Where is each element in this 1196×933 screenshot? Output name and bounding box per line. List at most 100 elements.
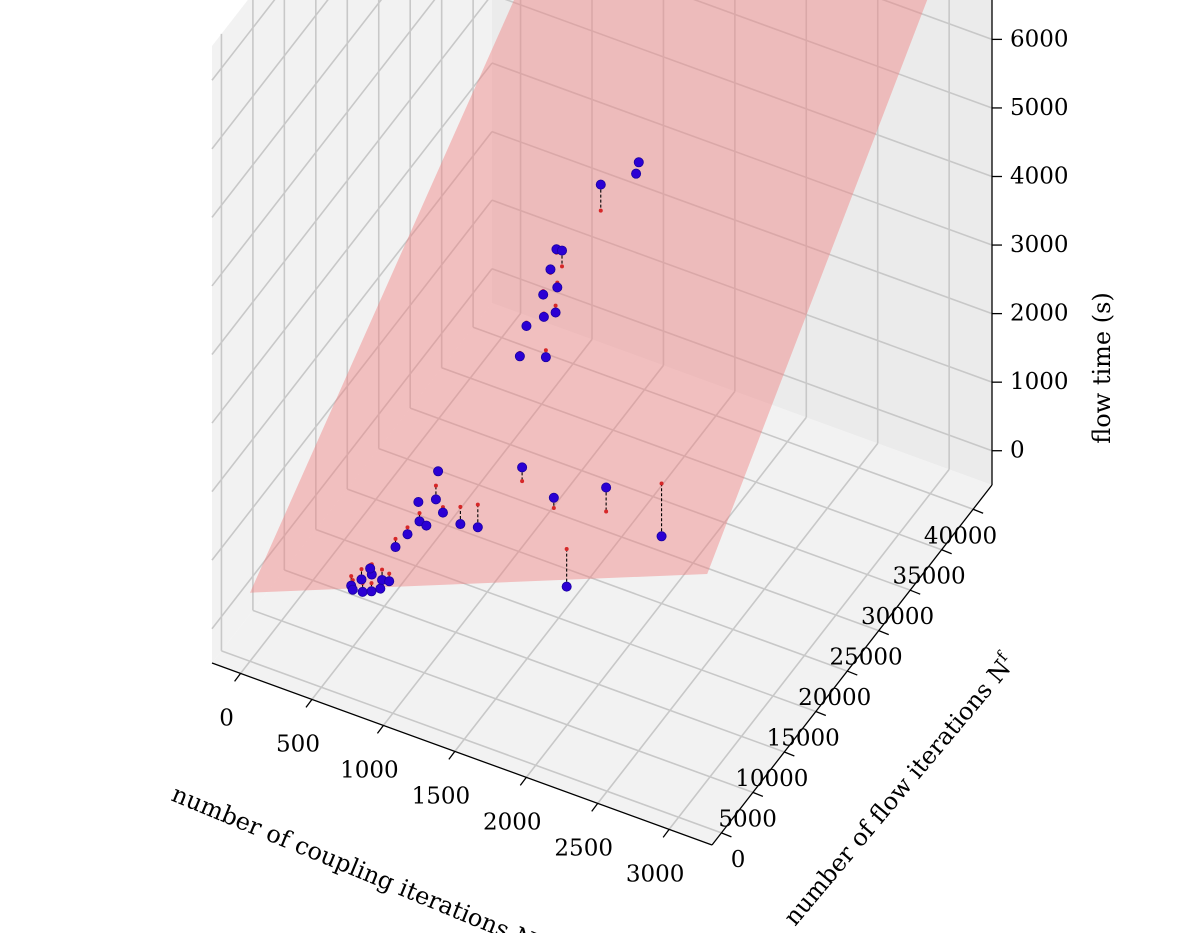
x-axis-label: number of coupling iterations Nc <box>168 777 550 933</box>
data-point <box>540 352 551 363</box>
data-point <box>356 574 367 585</box>
fit-marker <box>359 567 364 572</box>
fit-marker <box>564 546 569 551</box>
data-point <box>455 519 466 530</box>
z-tick-label: 1000 <box>1010 369 1069 395</box>
data-point <box>552 282 563 293</box>
x-gridline <box>597 442 879 804</box>
x-gridline <box>382 364 665 726</box>
fit-marker <box>417 511 422 516</box>
y-gridline <box>315 528 817 713</box>
data-point <box>413 497 424 508</box>
y-tick-label: 25000 <box>830 645 903 671</box>
y-axis-line <box>711 484 993 846</box>
data-points-layer <box>346 157 667 597</box>
x-tick-label: 500 <box>276 731 320 757</box>
y-tick <box>784 751 795 757</box>
data-point <box>633 157 644 168</box>
z-gridline <box>211 131 493 493</box>
z-gridline <box>504 0 993 178</box>
x-gridline <box>668 468 950 830</box>
chart-panes <box>212 0 992 845</box>
fit-marker <box>369 581 374 586</box>
data-point <box>557 245 568 256</box>
z-gridline <box>693 0 993 109</box>
back-wall-pane <box>492 0 992 485</box>
z-tick-label: 4000 <box>1010 164 1069 190</box>
data-point <box>656 531 667 542</box>
y-tick-label: 5000 <box>718 806 777 832</box>
data-point <box>514 351 525 362</box>
z-gridline <box>211 0 436 287</box>
x-tick-label: 2500 <box>554 835 613 861</box>
x-tick-label: 1000 <box>340 757 399 783</box>
data-point <box>561 581 572 592</box>
data-point <box>384 576 395 587</box>
chart-gridlines <box>211 0 993 834</box>
y-tick-label: 20000 <box>798 685 871 711</box>
fit-marker <box>598 208 603 213</box>
z-gridline <box>491 130 993 315</box>
data-point <box>365 563 376 574</box>
data-point <box>517 462 528 473</box>
fit-marker <box>560 264 565 269</box>
x-tick-label: 1500 <box>412 783 471 809</box>
z-tick-label: 3000 <box>1010 232 1069 258</box>
x-gridline <box>525 416 807 778</box>
data-point <box>433 466 444 477</box>
z-gridline <box>211 0 329 150</box>
y-tick <box>909 589 921 595</box>
x-tick-label: 2000 <box>483 809 542 835</box>
z-gridline <box>211 0 383 218</box>
x-tick-label: 3000 <box>626 861 685 887</box>
fit-marker <box>433 483 438 488</box>
y-tick <box>941 549 952 555</box>
y-tick-label: 30000 <box>861 604 934 630</box>
data-point <box>631 168 642 179</box>
floor-pane <box>212 303 992 845</box>
z-gridline <box>491 199 993 383</box>
z-gridline <box>211 62 493 424</box>
z-gridline <box>491 267 993 452</box>
fit-marker <box>405 525 410 530</box>
z-gridline <box>211 199 493 561</box>
tick-labels-layer: 0500100015002000250030000500010000150002… <box>219 26 1069 887</box>
x-axis-line <box>211 662 713 846</box>
data-point <box>548 492 559 503</box>
x-tick <box>591 803 599 812</box>
y-tick-label: 10000 <box>735 766 808 792</box>
y-tick-label: 35000 <box>893 564 966 590</box>
fit-marker <box>551 506 556 511</box>
z-gridline <box>881 0 993 41</box>
data-point <box>421 520 432 531</box>
x-tick <box>305 699 313 708</box>
y-tick <box>972 508 984 514</box>
y-gridline <box>472 326 974 511</box>
data-point <box>601 482 612 493</box>
fit-marker <box>543 348 548 353</box>
data-point <box>437 507 448 518</box>
chart-axes <box>211 0 1002 846</box>
z-tick-label: 5000 <box>1010 95 1069 121</box>
y-tick-label: 0 <box>731 847 746 873</box>
x-gridline <box>239 312 522 674</box>
data-point <box>550 307 561 318</box>
y-tick-label: 40000 <box>924 523 997 549</box>
y-tick <box>815 710 827 717</box>
y-tick <box>878 630 889 636</box>
x-tick-label: 0 <box>219 705 234 731</box>
z-tick-label: 6000 <box>1010 26 1069 52</box>
data-point <box>538 289 549 300</box>
fit-marker <box>520 479 525 484</box>
fit-marker <box>604 509 609 514</box>
y-gridline <box>284 569 785 753</box>
data-point <box>538 311 549 322</box>
x-gridline <box>311 338 593 700</box>
data-point <box>366 586 377 597</box>
y-tick-label: 15000 <box>767 726 840 752</box>
z-tick-label: 2000 <box>1010 301 1069 327</box>
x-axis-label-superscript: c <box>534 927 550 933</box>
data-point <box>357 586 368 597</box>
x-tick <box>234 673 242 682</box>
